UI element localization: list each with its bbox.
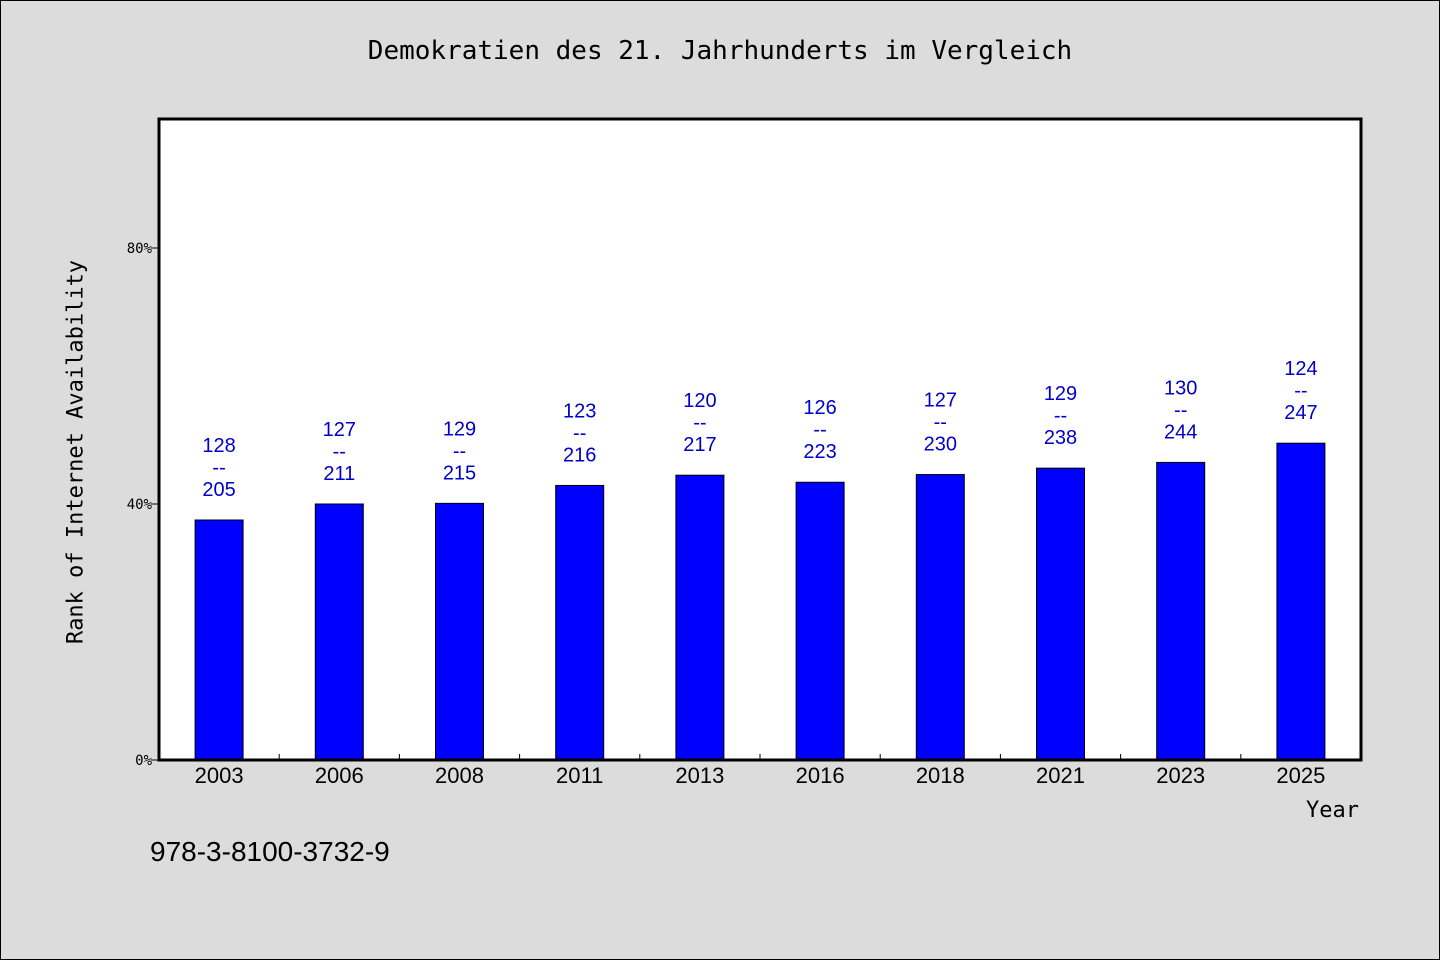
y-tick-label-80: 80% <box>127 241 153 257</box>
bar-2023 <box>1156 461 1206 761</box>
x-axis-label: Year <box>1306 798 1359 823</box>
data-label-rank-2003: 128 <box>202 435 235 457</box>
axes-layer: 2003 2006 2008 2011 2013 2016 2018 2021 2023 2025… <box>127 241 1326 788</box>
bar-2008 <box>435 502 484 761</box>
data-label-total-2025: 247 <box>1284 402 1317 424</box>
data-label-total-2011: 216 <box>563 444 596 466</box>
data-label-total-2003: 205 <box>202 479 235 501</box>
x-tick-label-2016: 2016 <box>796 763 845 788</box>
data-label-separator-2018: -- <box>934 412 947 434</box>
data-label-separator-2025: -- <box>1294 380 1307 402</box>
data-label-total-2021: 238 <box>1044 427 1077 449</box>
data-label-total-2008: 215 <box>443 462 476 484</box>
data-label-separator-2021: -- <box>1054 405 1067 427</box>
bar-2021 <box>1036 467 1085 761</box>
data-label-rank-2021: 129 <box>1044 383 1077 405</box>
data-label-total-2006: 211 <box>323 463 355 485</box>
data-label-total-2023: 244 <box>1164 421 1197 443</box>
data-label-rank-2016: 126 <box>803 397 836 419</box>
bar-2016 <box>795 481 845 761</box>
x-tick-label-2006: 2006 <box>315 763 364 788</box>
x-tick-label-2008: 2008 <box>435 763 484 788</box>
data-label-separator-2023: -- <box>1174 399 1187 421</box>
y-tick-label-0: 0% <box>135 753 152 769</box>
data-label-separator-2013: -- <box>693 412 706 434</box>
data-label-rank-2023: 130 <box>1164 377 1197 399</box>
plot-border <box>157 117 1363 762</box>
data-label-rank-2008: 129 <box>443 418 476 440</box>
data-label-total-2018: 230 <box>924 434 957 456</box>
x-tick-label-2023: 2023 <box>1156 763 1205 788</box>
bars-layer <box>194 442 1326 761</box>
bar-2018 <box>915 474 965 761</box>
data-label-rank-2018: 127 <box>924 390 957 412</box>
data-label-total-2016: 223 <box>803 441 836 463</box>
bar-2013 <box>675 474 725 761</box>
data-label-rank-2006: 127 <box>323 419 356 441</box>
x-tick-label-2025: 2025 <box>1276 763 1325 788</box>
bar-2011 <box>555 484 605 761</box>
isbn-text: 978-3-8100-3732-9 <box>150 836 390 867</box>
data-label-rank-2011: 123 <box>563 400 596 422</box>
data-label-rank-2025: 124 <box>1284 358 1317 380</box>
data-label-rank-2013: 120 <box>683 390 716 412</box>
bar-2003 <box>194 519 244 761</box>
x-tick-label-2021: 2021 <box>1036 763 1085 788</box>
x-tick-label-2018: 2018 <box>916 763 965 788</box>
bar-2006 <box>314 503 364 761</box>
x-tick-label-2011: 2011 <box>556 763 603 788</box>
data-label-separator-2006: -- <box>333 441 346 463</box>
y-tick-label-40: 40% <box>127 497 153 513</box>
data-label-separator-2016: -- <box>813 419 826 441</box>
x-tick-label-2013: 2013 <box>675 763 724 788</box>
bar-2025 <box>1276 442 1326 761</box>
x-tick-label-2003: 2003 <box>195 763 244 788</box>
data-label-separator-2011: -- <box>573 422 586 444</box>
data-labels-layer: 128--205127--211129--215123--216120--217… <box>202 358 1317 501</box>
data-label-separator-2003: -- <box>212 457 225 479</box>
data-label-total-2013: 217 <box>683 434 716 456</box>
chart-title: Demokratien des 21. Jahrhunderts im Verg… <box>367 36 1073 66</box>
data-label-separator-2008: -- <box>453 440 466 462</box>
